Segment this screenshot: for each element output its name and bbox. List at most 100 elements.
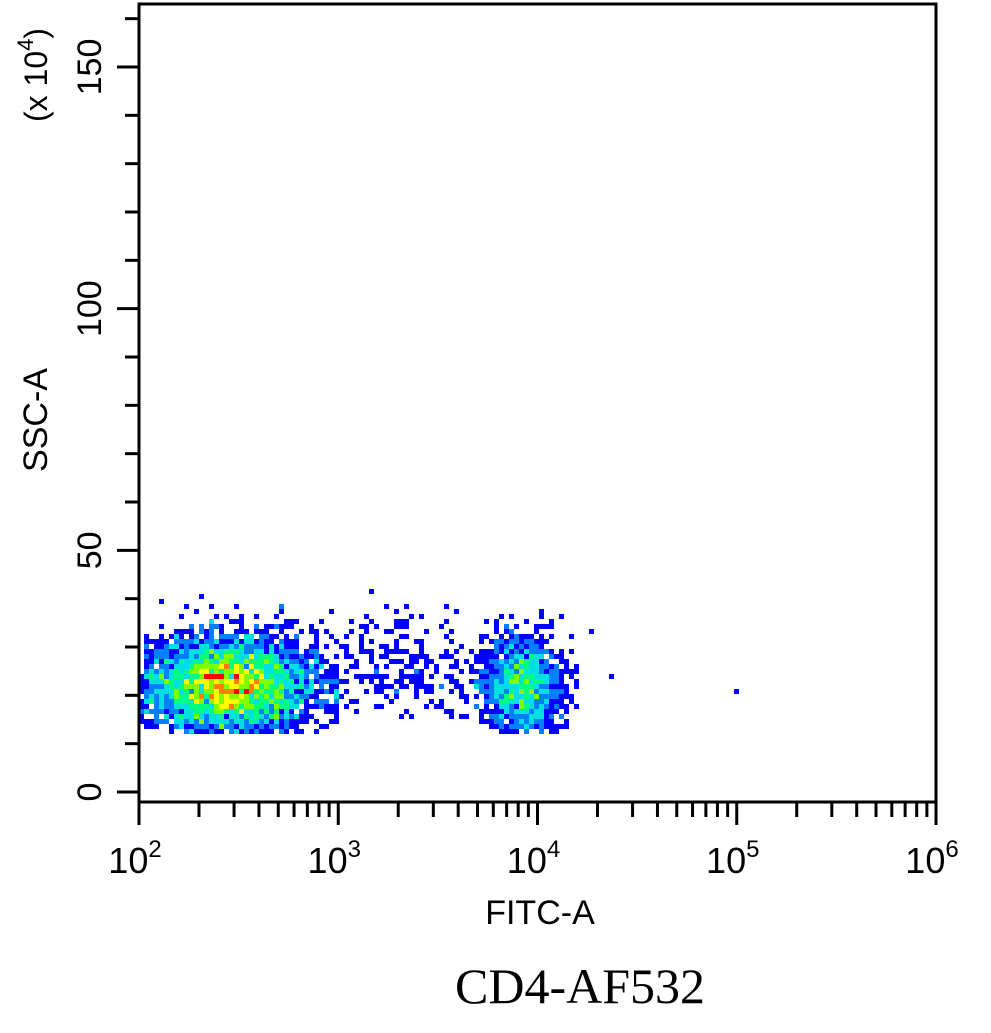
- density-cell: [544, 724, 549, 729]
- density-cell: [499, 714, 504, 719]
- density-cell: [424, 684, 429, 689]
- density-cell: [234, 639, 239, 644]
- density-cell: [409, 614, 414, 619]
- density-cell: [399, 669, 404, 674]
- density-cell: [489, 664, 494, 669]
- density-cell: [519, 684, 524, 689]
- density-cell: [319, 699, 324, 704]
- density-cell: [289, 644, 294, 649]
- density-cell: [519, 709, 524, 714]
- density-cell: [189, 624, 194, 629]
- density-cell: [264, 714, 269, 719]
- density-cell: [249, 669, 254, 674]
- density-cell: [279, 654, 284, 659]
- density-cell: [319, 664, 324, 669]
- density-cell: [169, 659, 174, 664]
- density-cell: [209, 724, 214, 729]
- density-cell: [169, 679, 174, 684]
- density-cell: [239, 614, 244, 619]
- density-cell: [404, 674, 409, 679]
- density-cell: [304, 704, 309, 709]
- density-cell: [344, 704, 349, 709]
- density-cell: [194, 704, 199, 709]
- density-cell: [169, 669, 174, 674]
- density-cell: [429, 674, 434, 679]
- density-cell: [449, 629, 454, 634]
- density-cell: [224, 694, 229, 699]
- density-cell: [174, 644, 179, 649]
- density-cell: [179, 674, 184, 679]
- density-cell: [159, 669, 164, 674]
- density-cell: [254, 654, 259, 659]
- density-cell: [294, 724, 299, 729]
- density-cell: [254, 629, 259, 634]
- density-cell: [144, 719, 149, 724]
- density-cell: [529, 659, 534, 664]
- density-cell: [194, 709, 199, 714]
- density-cell: [524, 724, 529, 729]
- density-cell: [404, 664, 409, 669]
- density-cell: [534, 719, 539, 724]
- density-cell: [499, 634, 504, 639]
- density-cell: [304, 689, 309, 694]
- density-cell: [509, 699, 514, 704]
- density-cell: [154, 694, 159, 699]
- density-cell: [524, 694, 529, 699]
- density-cell: [159, 639, 164, 644]
- density-cell: [164, 644, 169, 649]
- density-cell: [384, 694, 389, 699]
- density-cell: [264, 679, 269, 684]
- density-cell: [239, 639, 244, 644]
- density-cell: [204, 634, 209, 639]
- density-cell: [434, 704, 439, 709]
- density-cell: [394, 689, 399, 694]
- density-cell: [534, 704, 539, 709]
- density-cell: [544, 664, 549, 669]
- density-cell: [204, 649, 209, 654]
- density-cell: [359, 644, 364, 649]
- density-cell: [284, 644, 289, 649]
- density-cell: [424, 629, 429, 634]
- density-cell: [559, 674, 564, 679]
- density-cell: [164, 689, 169, 694]
- density-cell: [279, 694, 284, 699]
- density-cell: [239, 684, 244, 689]
- density-cell: [529, 699, 534, 704]
- density-cell: [494, 664, 499, 669]
- density-cell: [514, 669, 519, 674]
- density-cell: [254, 659, 259, 664]
- density-cell: [449, 689, 454, 694]
- density-cell: [489, 654, 494, 659]
- density-cell: [259, 654, 264, 659]
- density-cell: [244, 674, 249, 679]
- density-cell: [179, 669, 184, 674]
- density-cell: [439, 624, 444, 629]
- density-cell: [139, 674, 144, 679]
- density-cell: [169, 684, 174, 689]
- density-cell: [189, 664, 194, 669]
- density-cell: [329, 719, 334, 724]
- density-cell: [329, 674, 334, 679]
- density-cell: [254, 664, 259, 669]
- density-cell: [199, 674, 204, 679]
- density-cell: [139, 684, 144, 689]
- density-cell: [154, 644, 159, 649]
- density-cell: [164, 659, 169, 664]
- density-cell: [524, 649, 529, 654]
- density-cell: [204, 689, 209, 694]
- density-cell: [169, 714, 174, 719]
- density-cell: [374, 669, 379, 674]
- density-cell: [499, 649, 504, 654]
- x-axis: 102 103 104 105 106: [108, 802, 959, 881]
- density-cell: [259, 659, 264, 664]
- density-cell: [299, 714, 304, 719]
- density-cell: [309, 624, 314, 629]
- density-cell: [294, 669, 299, 674]
- density-cell: [569, 674, 574, 679]
- density-cell: [189, 684, 194, 689]
- density-cell: [274, 719, 279, 724]
- density-cell: [274, 624, 279, 629]
- density-cell: [149, 654, 154, 659]
- density-cell: [214, 689, 219, 694]
- density-cell: [539, 624, 544, 629]
